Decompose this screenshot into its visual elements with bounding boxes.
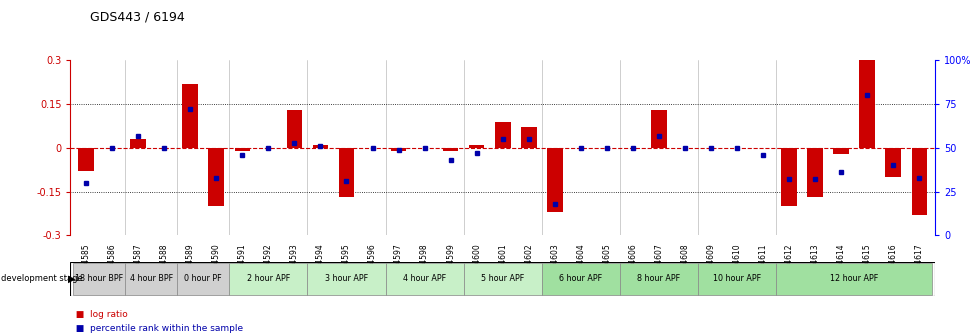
Bar	[911, 148, 926, 215]
Text: GSM4598: GSM4598	[420, 244, 428, 280]
Bar	[78, 148, 94, 171]
Text: GSM4601: GSM4601	[498, 244, 507, 280]
Text: 4 hour BPF: 4 hour BPF	[129, 275, 172, 283]
Bar	[464, 263, 541, 295]
Bar	[312, 145, 328, 148]
Text: GSM4597: GSM4597	[394, 244, 403, 280]
Bar	[182, 84, 198, 148]
Text: 18 hour BPF: 18 hour BPF	[75, 275, 123, 283]
Bar	[390, 148, 406, 151]
Text: GSM4604: GSM4604	[576, 244, 585, 280]
Text: GSM4587: GSM4587	[134, 244, 143, 280]
Text: GSM4600: GSM4600	[471, 244, 481, 280]
Bar	[832, 148, 848, 154]
Bar	[130, 139, 146, 148]
Text: GSM4613: GSM4613	[810, 244, 819, 280]
Bar	[547, 148, 562, 212]
Text: GSM4592: GSM4592	[264, 244, 273, 280]
Text: GDS443 / 6194: GDS443 / 6194	[90, 10, 185, 24]
Bar	[287, 110, 302, 148]
Text: ▶: ▶	[67, 274, 75, 284]
Text: GSM4612: GSM4612	[783, 244, 793, 280]
Bar	[859, 60, 874, 148]
Text: GSM4594: GSM4594	[316, 244, 325, 280]
Bar	[229, 263, 307, 295]
Text: 0 hour PF: 0 hour PF	[184, 275, 222, 283]
Text: 2 hour APF: 2 hour APF	[246, 275, 289, 283]
Bar	[73, 263, 125, 295]
Bar	[307, 263, 385, 295]
Text: GSM4615: GSM4615	[862, 244, 870, 280]
Text: GSM4609: GSM4609	[706, 244, 715, 280]
Text: GSM4588: GSM4588	[159, 244, 168, 280]
Text: 12 hour APF: 12 hour APF	[829, 275, 877, 283]
Text: development stage: development stage	[1, 275, 83, 283]
Text: GSM4608: GSM4608	[680, 244, 689, 280]
Text: GSM4611: GSM4611	[758, 244, 767, 280]
Text: 10 hour APF: 10 hour APF	[712, 275, 760, 283]
Text: GSM4607: GSM4607	[653, 244, 663, 280]
Text: ■  percentile rank within the sample: ■ percentile rank within the sample	[70, 324, 244, 333]
Text: GSM4610: GSM4610	[732, 244, 740, 280]
Text: 5 hour APF: 5 hour APF	[480, 275, 524, 283]
Text: GSM4617: GSM4617	[913, 244, 923, 280]
Bar	[442, 148, 458, 151]
Text: GSM4589: GSM4589	[186, 244, 195, 280]
Bar	[697, 263, 776, 295]
Text: GSM4599: GSM4599	[446, 244, 455, 280]
Bar	[385, 263, 464, 295]
Bar	[235, 148, 250, 151]
Text: GSM4606: GSM4606	[628, 244, 637, 280]
Bar	[776, 263, 931, 295]
Text: GSM4586: GSM4586	[108, 244, 116, 280]
Text: GSM4616: GSM4616	[888, 244, 897, 280]
Text: GSM4585: GSM4585	[81, 244, 91, 280]
Bar	[520, 127, 536, 148]
Bar	[619, 263, 697, 295]
Text: GSM4590: GSM4590	[211, 244, 221, 280]
Text: GSM4602: GSM4602	[523, 244, 533, 280]
Text: GSM4596: GSM4596	[368, 244, 377, 280]
Text: 8 hour APF: 8 hour APF	[637, 275, 680, 283]
Bar	[884, 148, 900, 177]
Bar	[541, 263, 619, 295]
Text: GSM4591: GSM4591	[238, 244, 246, 280]
Bar	[780, 148, 796, 206]
Text: 4 hour APF: 4 hour APF	[403, 275, 446, 283]
Text: GSM4614: GSM4614	[836, 244, 845, 280]
Text: GSM4595: GSM4595	[341, 244, 351, 280]
Bar	[468, 145, 484, 148]
Bar	[125, 263, 177, 295]
Bar	[807, 148, 822, 197]
Text: GSM4605: GSM4605	[601, 244, 610, 280]
Bar	[650, 110, 666, 148]
Text: GSM4593: GSM4593	[289, 244, 298, 280]
Bar	[208, 148, 224, 206]
Bar	[177, 263, 229, 295]
Bar	[495, 122, 510, 148]
Text: 3 hour APF: 3 hour APF	[325, 275, 368, 283]
Text: 6 hour APF: 6 hour APF	[558, 275, 601, 283]
Text: ■  log ratio: ■ log ratio	[70, 310, 128, 319]
Bar	[338, 148, 354, 197]
Text: GSM4603: GSM4603	[550, 244, 558, 280]
